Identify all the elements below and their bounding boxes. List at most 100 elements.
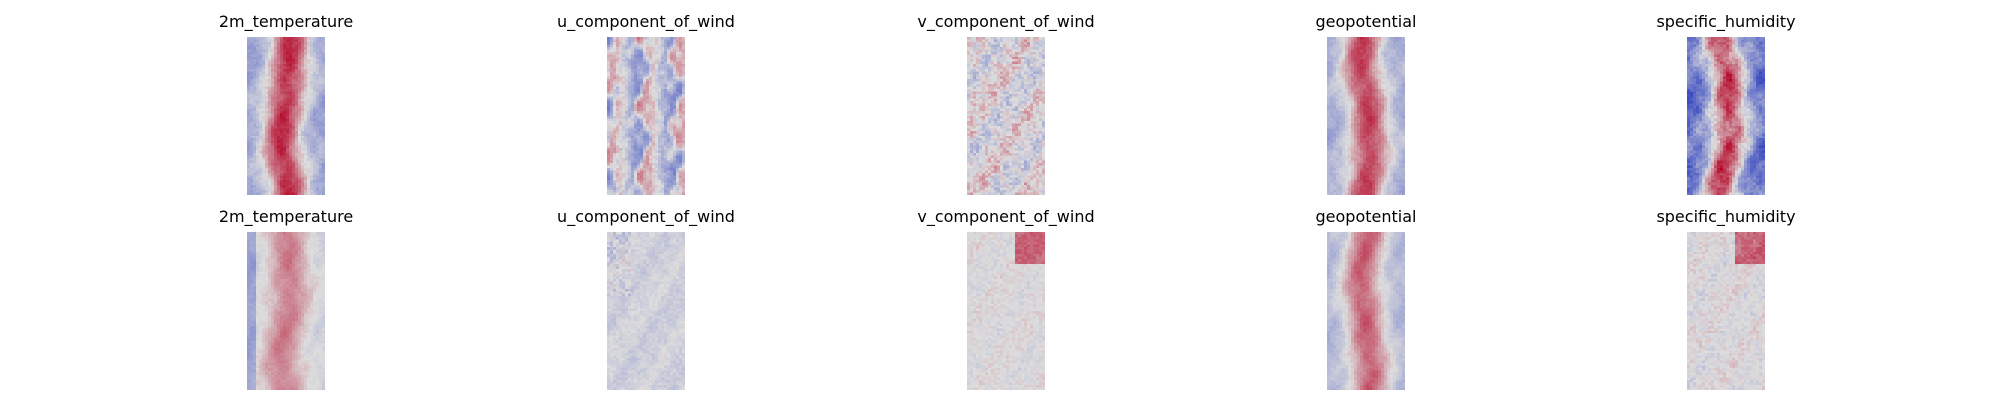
heatmap-cell xyxy=(664,187,668,191)
heatmap-cell xyxy=(289,37,293,40)
heatmap-cell xyxy=(631,71,635,75)
heatmap-cell xyxy=(1009,190,1013,193)
heatmap-cell xyxy=(610,98,614,102)
heatmap-cell xyxy=(1015,175,1019,179)
heatmap-cell xyxy=(310,41,314,45)
heatmap-cell xyxy=(1006,49,1010,53)
heatmap-cell xyxy=(322,118,325,122)
heatmap-cell xyxy=(1006,56,1010,60)
heatmap-cell xyxy=(679,180,683,183)
heatmap-cell xyxy=(637,182,641,186)
heatmap-cell xyxy=(1036,133,1040,137)
heatmap-cell xyxy=(979,157,983,161)
heatmap-cell xyxy=(286,160,290,164)
heatmap-cell xyxy=(256,54,260,58)
heatmap-cell xyxy=(664,108,668,112)
heatmap-cell xyxy=(982,182,986,186)
heatmap-cell xyxy=(271,96,275,100)
heatmap-cell xyxy=(970,46,974,50)
heatmap-cell xyxy=(664,76,668,80)
heatmap-cell xyxy=(319,37,323,40)
heatmap-cell xyxy=(1030,190,1034,193)
heatmap-cell xyxy=(643,172,647,176)
heatmap-cell xyxy=(610,113,614,117)
heatmap-cell xyxy=(979,143,983,146)
heatmap-cell xyxy=(1018,41,1022,45)
heatmap-cell xyxy=(607,41,611,45)
heatmap-cell xyxy=(616,86,620,90)
heatmap-cell xyxy=(643,69,647,72)
heatmap-cell xyxy=(655,192,659,195)
heatmap-cell xyxy=(277,86,281,90)
heatmap-cell xyxy=(1015,172,1019,176)
heatmap-cell xyxy=(298,49,302,53)
heatmap-cell xyxy=(298,98,302,102)
heatmap-cell xyxy=(1000,177,1004,181)
heatmap-cell xyxy=(616,83,620,87)
heatmap-cell xyxy=(970,135,974,139)
heatmap-cell xyxy=(1015,76,1019,80)
heatmap-cell xyxy=(667,167,671,171)
heatmap-cell xyxy=(985,51,989,55)
heatmap-cell xyxy=(640,143,644,146)
heatmap-cell xyxy=(313,167,317,171)
heatmap-cell xyxy=(1009,39,1013,43)
heatmap-cell xyxy=(979,46,983,50)
heatmap-cell xyxy=(1003,177,1007,181)
heatmap-cell xyxy=(250,61,254,65)
heatmap-cell xyxy=(682,170,685,174)
heatmap-cell xyxy=(253,108,257,112)
heatmap-cell xyxy=(670,140,674,144)
heatmap-cell xyxy=(250,150,254,154)
heatmap-cell xyxy=(661,182,665,186)
heatmap-cell xyxy=(649,118,653,122)
heatmap-cell xyxy=(307,148,311,151)
heatmap-cell xyxy=(289,128,293,132)
heatmap-cell xyxy=(985,108,989,112)
heatmap-cell xyxy=(1042,108,1045,112)
heatmap-cell xyxy=(625,71,629,75)
heatmap-cell xyxy=(265,185,269,188)
heatmap-cell xyxy=(631,143,635,146)
heatmap-cell xyxy=(1033,74,1037,77)
heatmap-cell xyxy=(676,108,680,112)
heatmap-cell xyxy=(658,162,662,166)
heatmap-cell xyxy=(979,78,983,82)
heatmap-cell xyxy=(976,96,980,100)
heatmap-cell xyxy=(298,81,302,85)
heatmap-cell xyxy=(268,54,272,58)
heatmap-cell xyxy=(970,78,974,82)
heatmap-cell xyxy=(313,148,317,151)
heatmap-cell xyxy=(643,185,647,188)
heatmap-cell xyxy=(310,61,314,65)
heatmap-cell xyxy=(304,160,308,164)
heatmap-cell xyxy=(1021,120,1025,124)
heatmap-cell xyxy=(610,66,614,70)
heatmap-cell xyxy=(1021,88,1025,92)
heatmap-cell xyxy=(283,190,287,193)
heatmap-cell xyxy=(967,116,971,119)
heatmap-cell xyxy=(289,123,293,127)
heatmap-cell xyxy=(649,140,653,144)
heatmap-cell xyxy=(616,160,620,164)
heatmap-cell xyxy=(295,103,299,107)
heatmap-cell xyxy=(1039,123,1043,127)
heatmap-cell xyxy=(676,133,680,137)
heatmap-cell xyxy=(967,157,971,161)
heatmap-cell xyxy=(307,145,311,149)
heatmap-cell xyxy=(676,170,680,174)
heatmap-cell xyxy=(640,155,644,159)
heatmap-cell xyxy=(973,59,977,62)
heatmap-cell xyxy=(259,76,263,80)
heatmap-cell xyxy=(646,61,650,65)
heatmap-cell xyxy=(643,61,647,65)
heatmap-cell xyxy=(268,74,272,77)
heatmap-cell xyxy=(256,51,260,55)
heatmap-cell xyxy=(253,51,257,55)
heatmap-cell xyxy=(1021,113,1025,117)
heatmap-cell xyxy=(967,71,971,75)
heatmap-cell xyxy=(253,185,257,188)
heatmap-cell xyxy=(283,76,287,80)
heatmap-cell xyxy=(982,37,986,40)
heatmap-cell xyxy=(1018,37,1022,40)
